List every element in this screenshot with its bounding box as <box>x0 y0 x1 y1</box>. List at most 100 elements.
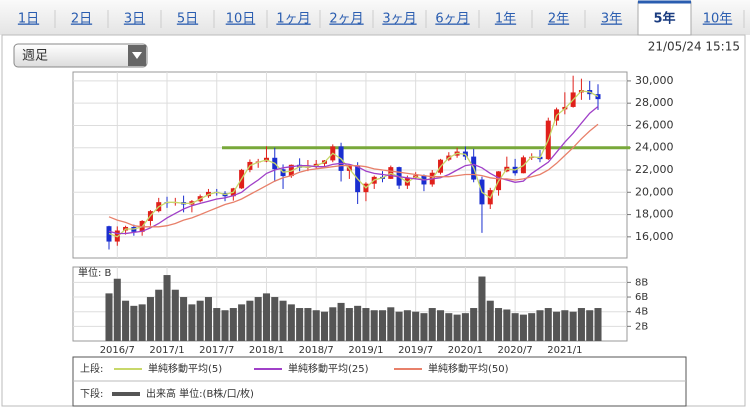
volume-bar <box>155 289 163 341</box>
volume-bar <box>113 278 121 341</box>
legend-entry: 単純移動平均(5) <box>148 362 222 375</box>
volume-bar <box>196 300 204 341</box>
volume-bar <box>146 297 154 341</box>
y-tick-label: 8B <box>635 277 648 288</box>
y-tick-label: 4B <box>635 307 648 318</box>
legend-lower-label: 下段: <box>80 387 103 400</box>
volume-bar <box>486 300 494 341</box>
ma-line <box>108 90 599 238</box>
volume-bar <box>536 310 544 341</box>
volume-bar <box>528 313 536 341</box>
y-tick-label: 16,000 <box>635 230 674 243</box>
volume-bar <box>171 289 179 341</box>
tab-label[interactable]: 3ヶ月 <box>382 12 416 27</box>
volume-bar <box>163 275 171 341</box>
volume-bar <box>378 310 387 341</box>
y-tick-label: 20,000 <box>635 185 674 198</box>
tab-bar <box>0 0 750 35</box>
y-tick-label: 6B <box>635 292 648 303</box>
volume-bar <box>586 310 594 341</box>
volume-bar <box>495 308 503 341</box>
volume-bar <box>420 313 428 341</box>
volume-bar <box>403 310 411 341</box>
volume-bar <box>320 311 329 341</box>
y-tick-label: 26,000 <box>635 118 674 131</box>
tab-label[interactable]: 6ヶ月 <box>435 12 469 27</box>
tab-label[interactable]: 5日 <box>177 12 198 27</box>
volume-bar <box>337 302 345 341</box>
volume-bar <box>105 293 113 341</box>
volume-bar <box>354 305 362 341</box>
volume-bar <box>553 311 561 341</box>
volume-bar <box>437 310 445 341</box>
volume-bar <box>519 314 527 341</box>
tab-label[interactable]: 3日 <box>124 12 145 27</box>
x-tick-label: 2020/1 <box>448 345 483 356</box>
volume-bar <box>569 311 577 341</box>
x-tick-label: 2018/7 <box>299 345 334 356</box>
x-tick-label: 2018/1 <box>249 345 284 356</box>
y-tick-label: 2B <box>635 321 648 332</box>
y-tick-label: 28,000 <box>635 96 674 109</box>
volume-bar <box>345 308 353 341</box>
volume-bar <box>329 307 337 341</box>
tab-label[interactable]: 2ヶ月 <box>329 12 363 27</box>
candle-body <box>595 94 601 100</box>
volume-bar <box>362 308 370 341</box>
timestamp: 21/05/24 15:15 <box>648 40 740 54</box>
volume-bar <box>271 297 279 341</box>
unit-label: 単位: B <box>78 266 112 279</box>
volume-bar <box>445 313 453 341</box>
y-tick-label: 18,000 <box>635 208 674 221</box>
volume-bar <box>130 305 138 341</box>
legend-entry: 単純移動平均(25) <box>288 362 369 375</box>
volume-bar <box>503 309 511 341</box>
volume-bar <box>287 304 295 341</box>
volume-bar <box>470 308 478 341</box>
y-tick-label: 24,000 <box>635 141 674 154</box>
volume-bar <box>138 304 146 341</box>
volume-bar <box>395 311 403 341</box>
tab-label[interactable]: 1ヶ月 <box>276 12 310 27</box>
tab-label[interactable]: 2年 <box>548 12 569 27</box>
tabs: 1日 2日 3日 5日 10日 1ヶ月 2ヶ月 3ヶ月 6ヶ月 1年 2年 3年 5年 10年 <box>18 0 745 36</box>
ma-line <box>108 123 599 228</box>
dropdown[interactable] <box>13 43 148 68</box>
volume-bar <box>312 310 320 341</box>
volume-bar <box>122 300 130 341</box>
volume-bar <box>213 308 221 341</box>
volume-bar <box>262 293 270 341</box>
dropdown-arrow <box>132 52 142 59</box>
volume-bar <box>428 308 436 341</box>
x-tick-label: 2016/7 <box>100 345 135 356</box>
volume-bar <box>229 308 237 341</box>
volume-bar <box>544 308 552 341</box>
tab-label[interactable]: 2日 <box>71 12 92 27</box>
volume-bar <box>204 297 212 341</box>
volume-bar <box>246 300 254 341</box>
tab[interactable] <box>637 1 692 36</box>
volume-bar <box>221 310 229 341</box>
volume-bar <box>238 304 246 341</box>
dropdown-label: 週足 <box>22 49 48 64</box>
tab-label[interactable]: 1年 <box>495 12 516 27</box>
tab-label[interactable]: 10日 <box>226 12 256 27</box>
x-tick-label: 2020/7 <box>498 345 533 356</box>
tab-label[interactable]: 5年 <box>653 11 675 27</box>
x-tick-label: 2017/1 <box>149 345 184 356</box>
volume-bar <box>304 308 312 341</box>
x-tick-label: 2019/1 <box>348 345 383 356</box>
tab-label[interactable]: 1日 <box>18 12 39 27</box>
volume-bar <box>180 297 188 341</box>
volume-bar <box>279 300 287 341</box>
volume-bar <box>577 308 585 341</box>
volume-bar <box>188 304 196 341</box>
volume-bar <box>254 297 262 341</box>
legend-upper-label: 上段: <box>80 362 103 375</box>
tab-label[interactable]: 10年 <box>703 12 733 27</box>
legend-entry: 単純移動平均(50) <box>428 362 509 375</box>
y-tick-label: 30,000 <box>635 74 674 87</box>
x-tick-label: 2017/7 <box>199 345 234 356</box>
tab-label[interactable]: 3年 <box>601 12 622 27</box>
